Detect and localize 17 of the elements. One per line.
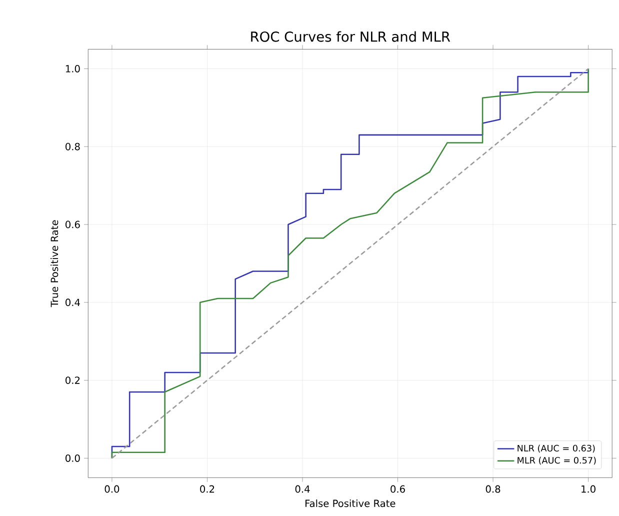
y-tick-label: 0.6: [66, 220, 80, 228]
legend-label: NLR (AUC = 0.63): [518, 444, 595, 453]
x-tick-label: 1.0: [582, 485, 596, 493]
chart-title: ROC Curves for NLR and MLR: [251, 31, 450, 42]
y-tick-label: 0.0: [66, 454, 80, 462]
y-tick-label: 0.2: [66, 376, 80, 384]
x-tick-label: 0.0: [104, 485, 120, 493]
legend-label: MLR (AUC = 0.57): [518, 456, 596, 465]
x-tick-label: 0.4: [295, 485, 310, 493]
x-tick-label: 0.8: [486, 485, 500, 493]
x-tick-label: 0.2: [200, 485, 214, 493]
y-tick-label: 0.8: [66, 142, 80, 150]
y-axis-title: True Positive Rate: [50, 220, 58, 308]
y-tick-label: 0.4: [66, 298, 80, 306]
y-tick-label: 1.0: [66, 64, 80, 72]
x-tick-label: 0.6: [390, 485, 405, 493]
x-axis-title: False Positive Rate: [306, 499, 396, 508]
